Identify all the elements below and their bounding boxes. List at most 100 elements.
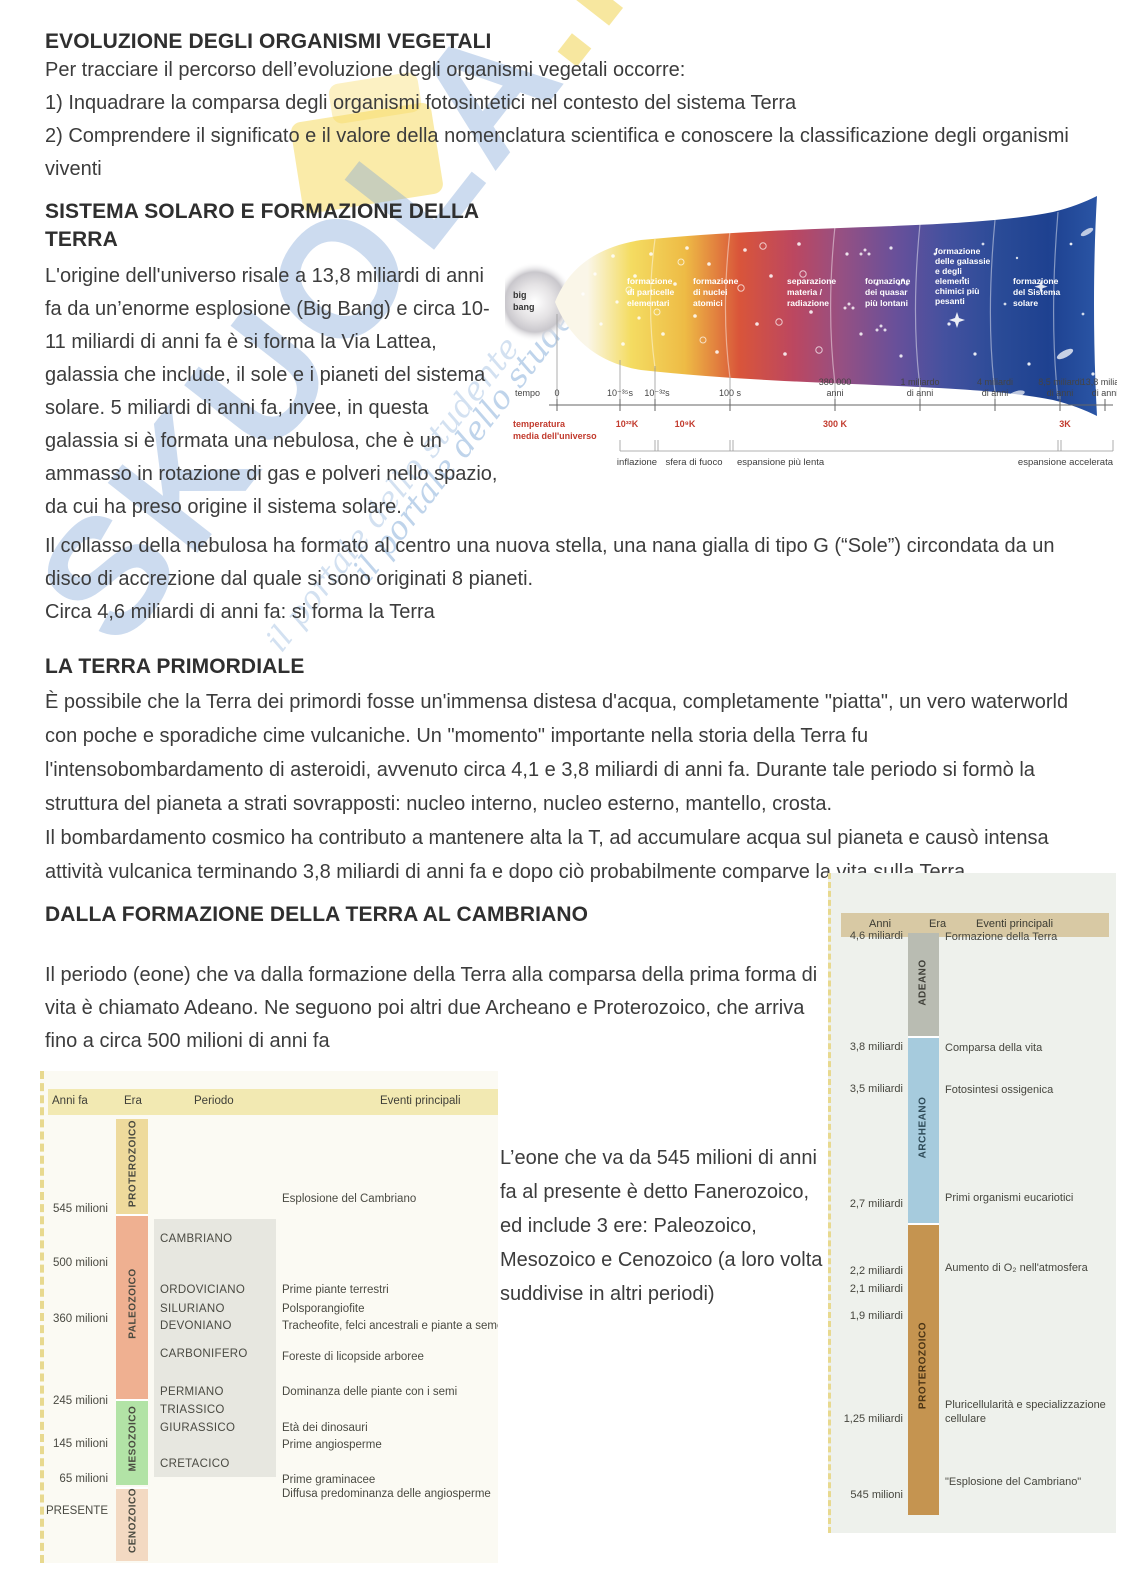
phase-labels: inflazione sfera di fuoco espansione più…	[617, 457, 1114, 468]
event-label: Fotosintesi ossigenica	[945, 1084, 1054, 1096]
era-label-cenozoico: CENOZOICO	[127, 1487, 139, 1554]
svg-text:di anni: di anni	[982, 388, 1009, 398]
col-eventi: Eventi principali	[380, 1095, 461, 1107]
svg-text:dei quasar: dei quasar	[865, 287, 908, 297]
year-label: 1,25 miliardi	[843, 1413, 903, 1425]
svg-text:formazione: formazione	[627, 276, 673, 286]
cambriano-paragraph: Il periodo (eone) che va dalla formazion…	[45, 964, 818, 1052]
stars	[933, 227, 1110, 398]
col-periodo: Periodo	[194, 1095, 234, 1107]
atom-clusters	[843, 248, 909, 332]
year-label: 545 milioni	[850, 1489, 903, 1501]
solar-body: L'origine dell'universo risale a 13,8 mi…	[45, 265, 498, 518]
geologic-table-phanerozoic: Anni fa Era Periodo Eventi principali PR…	[40, 1071, 498, 1563]
era-bar-adeano	[908, 933, 939, 1036]
svg-text:10⁻³⁵s: 10⁻³⁵s	[607, 388, 633, 398]
svg-text:sfera di fuoco: sfera di fuoco	[665, 457, 722, 468]
svg-text:delle galassie: delle galassie	[935, 256, 991, 266]
svg-text:elementi: elementi	[935, 276, 970, 286]
year-label: 545 milioni	[53, 1203, 108, 1215]
bigbang-label: big	[513, 290, 527, 300]
temperature-labels: temperatura media dell'universo 10³²K 10…	[513, 419, 1071, 441]
svg-text:tempo: tempo	[515, 388, 540, 398]
event-label: Formazione della Terra	[945, 931, 1058, 943]
svg-text:1 miliardo: 1 miliardo	[900, 377, 939, 387]
drop-lines	[556, 314, 1061, 402]
event-label: "Esplosione del Cambriano"	[945, 1476, 1082, 1488]
bigbang-label: bang	[513, 302, 535, 312]
axis-ticks	[556, 399, 1106, 411]
year-label: 65 milioni	[59, 1473, 108, 1485]
svg-text:380 000: 380 000	[819, 377, 852, 387]
svg-text:300 K: 300 K	[823, 419, 848, 429]
event-label: Prime piante terrestri	[282, 1284, 389, 1296]
svg-text:formazione: formazione	[935, 246, 981, 256]
svg-text:separazione: separazione	[787, 276, 836, 286]
svg-text:atomici: atomici	[693, 298, 723, 308]
terra-paragraph-1: È possibile che la Terra dei primordi fo…	[45, 691, 1069, 815]
geologic-table-precambrian: Anni Era Eventi principali ADEANO ARCHEA…	[828, 873, 1116, 1533]
year-label: 2,7 miliardi	[849, 1198, 903, 1210]
svg-text:solare: solare	[1013, 298, 1038, 308]
list-item-1: 1) Inquadrare la comparsa degli organism…	[45, 92, 797, 114]
event-label: Foreste di licopside arboree	[282, 1351, 424, 1363]
event-label: Polsporangiofite	[282, 1303, 365, 1315]
svg-text:media dell'universo: media dell'universo	[513, 431, 597, 441]
era-bar-mesozoico	[116, 1399, 148, 1485]
svg-text:pesanti: pesanti	[935, 296, 965, 306]
solar-heading: SISTEMA SOLARO E FORMAZIONE DELLA TERRA	[45, 200, 479, 251]
period-label: PERMIANO	[160, 1386, 224, 1398]
svg-text:espansione più lenta: espansione più lenta	[737, 457, 825, 468]
year-label: 360 milioni	[53, 1313, 108, 1325]
time-labels: tempo 0 10⁻³⁵s 10⁻³²s 100 s 380 000 anni…	[515, 377, 1125, 398]
period-label: ORDOVICIANO	[160, 1284, 246, 1296]
svg-text:3K: 3K	[1059, 419, 1071, 429]
period-label: SILURIANO	[160, 1303, 225, 1315]
event-label: Tracheofite, felci ancestrali e piante a…	[282, 1320, 498, 1332]
terra-primordiale-section: LA TERRA PRIMORDIALE È possibile che la …	[45, 655, 1085, 889]
year-label: 3,8 miliardi	[849, 1041, 903, 1053]
svg-text:radiazione: radiazione	[787, 298, 829, 308]
col-anni: Anni	[869, 918, 892, 930]
svg-text:4 miliardi: 4 miliardi	[977, 377, 1013, 387]
svg-text:di anni: di anni	[1047, 388, 1074, 398]
col-eventi: Eventi principali	[976, 918, 1054, 930]
era-bar-paleozoico	[116, 1214, 148, 1401]
svg-text:chimici più: chimici più	[935, 286, 979, 296]
svg-text:formazione: formazione	[693, 276, 739, 286]
bigbang-svg: big bang formazione di particelle elemen…	[495, 196, 1125, 468]
period-label: CAMBRIANO	[160, 1233, 233, 1245]
era-bar-cenozoico	[116, 1487, 148, 1561]
svg-text:100 s: 100 s	[719, 388, 742, 398]
svg-text:temperatura: temperatura	[513, 419, 566, 429]
event-label: Esplosione del Cambriano	[282, 1193, 417, 1205]
era-bar-archeano	[908, 1036, 939, 1225]
event-label: Prime graminacee	[282, 1474, 376, 1486]
svg-text:formazione: formazione	[1013, 276, 1059, 286]
particle-dots	[581, 242, 903, 358]
svg-text:di anni: di anni	[1092, 388, 1117, 398]
intro-block: Per tracciare il percorso dell’evoluzion…	[45, 54, 1085, 186]
table-header-band: Anni Era Eventi principali	[841, 913, 1109, 937]
terra-formation-line: Circa 4,6 miliardi di anni fa: si forma …	[45, 601, 435, 623]
event-label: Diffusa predominanza delle angiosperme	[282, 1488, 491, 1500]
era-label-adeano: ADEANO	[917, 959, 929, 1006]
era-label-proterozoico: PROTEROZOICO	[917, 1321, 929, 1410]
svg-text:formazione: formazione	[865, 276, 911, 286]
svg-text:10⁻³²s: 10⁻³²s	[644, 388, 670, 398]
era-label-proterozoico: PROTEROZOICO	[127, 1119, 139, 1208]
year-label: 500 milioni	[53, 1257, 108, 1269]
svg-text:del Sistema: del Sistema	[1013, 287, 1061, 297]
svg-text:inflazione: inflazione	[617, 457, 657, 468]
fanerozoico-paragraph: L’eone che va da 545 milioni di anni fa …	[500, 1147, 823, 1305]
period-column-strip	[154, 1219, 276, 1477]
svg-text:espansione accelerata: espansione accelerata	[1018, 457, 1114, 468]
segment-labels: formazione di particelle elementari form…	[627, 246, 1061, 308]
year-label: 2,2 miliardi	[849, 1265, 903, 1277]
cambriano-heading: DALLA FORMAZIONE DELLA TERRA AL CAMBRIAN…	[45, 903, 589, 926]
event-label: Prime angiosperme	[282, 1439, 382, 1451]
year-label: PRESENTE	[46, 1505, 108, 1517]
event-label: Comparsa della vita	[945, 1042, 1043, 1054]
svg-text:8,5 miliardi: 8,5 miliardi	[1038, 377, 1082, 387]
